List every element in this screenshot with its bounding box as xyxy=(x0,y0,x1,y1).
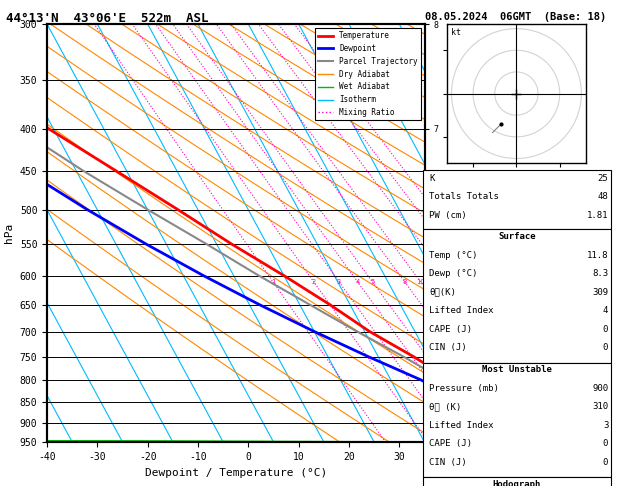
Text: kt: kt xyxy=(452,29,461,37)
Y-axis label: km
ASL: km ASL xyxy=(447,212,464,233)
Text: 1: 1 xyxy=(270,278,275,285)
Text: 0: 0 xyxy=(603,343,608,352)
Text: θᴄ (K): θᴄ (K) xyxy=(429,402,461,412)
Text: Mixing Ratio (g/kg): Mixing Ratio (g/kg) xyxy=(455,186,464,281)
Text: CAPE (J): CAPE (J) xyxy=(429,439,472,449)
Text: Hodograph: Hodograph xyxy=(493,480,541,486)
X-axis label: Dewpoint / Temperature (°C): Dewpoint / Temperature (°C) xyxy=(145,468,327,478)
Text: 11.8: 11.8 xyxy=(587,251,608,260)
Text: 2: 2 xyxy=(311,278,316,285)
Text: Pressure (mb): Pressure (mb) xyxy=(429,384,499,393)
Text: 0: 0 xyxy=(603,458,608,467)
Text: 8.3: 8.3 xyxy=(592,269,608,278)
Text: 1C: 1C xyxy=(416,278,425,285)
Text: CIN (J): CIN (J) xyxy=(429,343,467,352)
Text: Most Unstable: Most Unstable xyxy=(482,365,552,375)
Text: θᴄ(K): θᴄ(K) xyxy=(429,288,456,297)
Text: 5: 5 xyxy=(370,278,374,285)
Text: 0: 0 xyxy=(603,325,608,334)
Text: 900: 900 xyxy=(592,384,608,393)
Text: Lifted Index: Lifted Index xyxy=(429,306,494,315)
Text: 4: 4 xyxy=(355,278,360,285)
Text: K: K xyxy=(429,174,435,183)
Text: 0: 0 xyxy=(603,439,608,449)
Text: 4: 4 xyxy=(603,306,608,315)
Y-axis label: hPa: hPa xyxy=(4,223,14,243)
Text: 310: 310 xyxy=(592,402,608,412)
Text: Totals Totals: Totals Totals xyxy=(429,192,499,202)
Text: 1.81: 1.81 xyxy=(587,211,608,220)
Text: 3: 3 xyxy=(337,278,341,285)
Text: 8: 8 xyxy=(403,278,406,285)
Text: PW (cm): PW (cm) xyxy=(429,211,467,220)
Text: Lifted Index: Lifted Index xyxy=(429,421,494,430)
Text: CAPE (J): CAPE (J) xyxy=(429,325,472,334)
Text: 3: 3 xyxy=(603,421,608,430)
Text: CIN (J): CIN (J) xyxy=(429,458,467,467)
Text: Temp (°C): Temp (°C) xyxy=(429,251,477,260)
Text: 309: 309 xyxy=(592,288,608,297)
Text: Surface: Surface xyxy=(498,232,536,242)
Text: 44°13'N  43°06'E  522m  ASL: 44°13'N 43°06'E 522m ASL xyxy=(6,12,209,25)
Legend: Temperature, Dewpoint, Parcel Trajectory, Dry Adiabat, Wet Adiabat, Isotherm, Mi: Temperature, Dewpoint, Parcel Trajectory… xyxy=(314,28,421,120)
Text: 48: 48 xyxy=(598,192,608,202)
Text: 08.05.2024  06GMT  (Base: 18): 08.05.2024 06GMT (Base: 18) xyxy=(425,12,606,22)
Text: Dewp (°C): Dewp (°C) xyxy=(429,269,477,278)
Text: 25: 25 xyxy=(598,174,608,183)
Text: © weatheronline.co.uk: © weatheronline.co.uk xyxy=(465,472,569,481)
